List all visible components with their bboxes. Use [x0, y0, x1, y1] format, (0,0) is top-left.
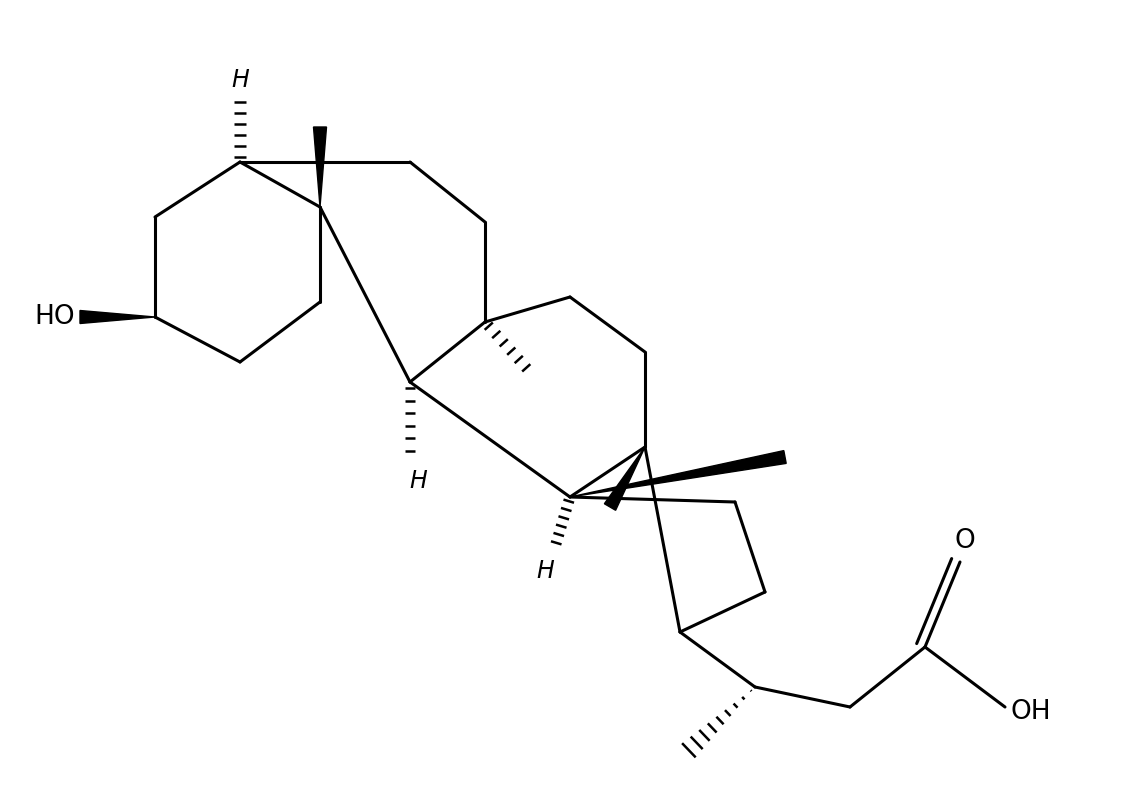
- Polygon shape: [313, 127, 327, 207]
- Text: H: H: [410, 469, 426, 493]
- Polygon shape: [605, 447, 645, 510]
- Text: O: O: [955, 528, 975, 554]
- Text: H: H: [231, 68, 249, 92]
- Polygon shape: [80, 310, 155, 323]
- Text: OH: OH: [1010, 699, 1050, 725]
- Polygon shape: [570, 451, 787, 497]
- Text: H: H: [536, 559, 554, 583]
- Text: HO: HO: [35, 304, 75, 330]
